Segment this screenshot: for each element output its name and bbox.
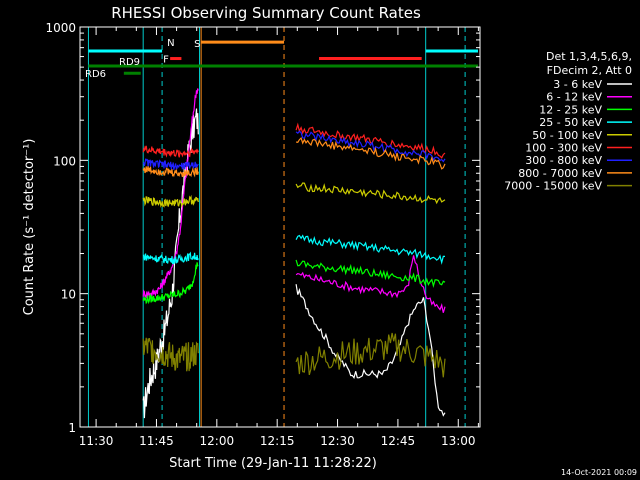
x-tick-label: 12:30 (320, 434, 355, 448)
x-tick-label: 11:30 (79, 434, 114, 448)
y-tick-label: 10 (61, 288, 76, 302)
y-tick-label: 1 (68, 421, 76, 435)
x-tick-label: 12:00 (200, 434, 235, 448)
chart-title: RHESSI Observing Summary Count Rates (111, 4, 421, 22)
y-axis-label: Count Rate (s⁻¹ detector⁻¹) (22, 139, 37, 316)
series-line (142, 158, 199, 171)
y-tick-label: 1000 (45, 21, 76, 35)
y-tick-label: 100 (53, 154, 76, 168)
series-line (142, 166, 199, 178)
legend-header: FDecim 2, Att 0 (547, 64, 632, 77)
legend-entry-label: 25 - 50 keV (539, 116, 602, 129)
legend-entry-label: 3 - 6 keV (553, 78, 602, 91)
flag-label: N (167, 38, 174, 49)
footer-timestamp: 14-Oct-2021 00:09 (561, 468, 637, 477)
series-line (142, 251, 199, 265)
legend-header: Det 1,3,4,5,6,9, (546, 50, 632, 63)
axes: 1 10 100 1000 11:30 11:45 12:00 12:15 12:30 12:45… (45, 21, 480, 448)
series-line (295, 284, 446, 417)
series-line (295, 332, 446, 378)
series-line (295, 182, 446, 205)
series-line (142, 108, 199, 419)
flag-label: RD9 (119, 57, 140, 68)
series-line (295, 137, 446, 170)
legend: Det 1,3,4,5,6,9,FDecim 2, Att 03 - 6 keV… (504, 50, 632, 193)
legend-entry-label: 50 - 100 keV (532, 129, 602, 142)
flag-label: F (163, 55, 169, 66)
plot-frame (79, 26, 481, 428)
legend-entry-label: 300 - 800 keV (525, 154, 602, 167)
x-tick-label: 13:00 (441, 434, 476, 448)
series-line (142, 262, 199, 305)
flag-label: RD6 (85, 69, 106, 80)
series-line (142, 145, 199, 158)
series-line (142, 88, 199, 300)
legend-entry-label: 7000 - 15000 keV (504, 180, 602, 193)
series-line (142, 337, 199, 372)
legend-entry-label: 12 - 25 keV (539, 103, 602, 116)
plot-area: N S F RD9 RD6 (85, 27, 478, 427)
flag-label: S (194, 39, 200, 50)
series-line (295, 234, 445, 265)
legend-entry-label: 6 - 12 keV (546, 91, 602, 104)
series-line (142, 194, 199, 208)
legend-entry-label: 100 - 300 keV (525, 142, 602, 155)
x-tick-label: 11:45 (139, 434, 174, 448)
series-line (295, 259, 446, 289)
x-axis-label: Start Time (29-Jan-11 11:28:22) (169, 456, 377, 471)
series-line (295, 122, 446, 159)
legend-entry-label: 800 - 7000 keV (518, 167, 602, 180)
x-tick-label: 12:15 (260, 434, 295, 448)
x-tick-label: 12:45 (381, 434, 416, 448)
